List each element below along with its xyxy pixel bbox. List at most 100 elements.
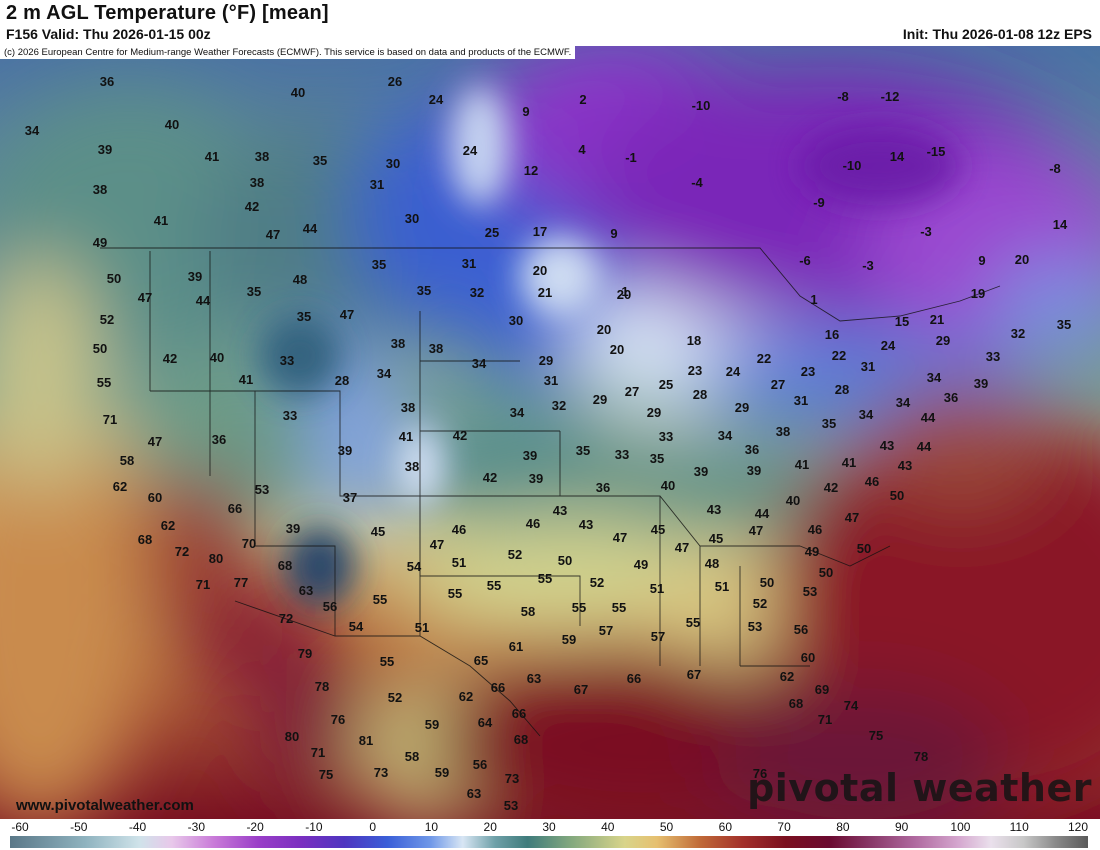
temperature-label: 68 (138, 532, 152, 547)
temperature-label: 73 (505, 771, 519, 786)
temperature-label: 52 (100, 312, 114, 327)
temperature-label: 57 (651, 629, 665, 644)
political-boundaries (100, 247, 1001, 737)
temperature-label: 37 (343, 490, 357, 505)
init-time: Init: Thu 2026-01-08 12z EPS (902, 26, 1092, 42)
colorbar-tick-label: 10 (424, 820, 439, 834)
temperature-label: 44 (917, 439, 932, 454)
temperature-label: 50 (760, 575, 774, 590)
temperature-label: -10 (843, 158, 862, 173)
temperature-label: 55 (97, 375, 111, 390)
temperature-label: 49 (805, 544, 819, 559)
temperature-label: 20 (533, 263, 547, 278)
us-canada-border (100, 247, 1001, 322)
temperature-label: 65 (474, 653, 488, 668)
temperature-label: 43 (553, 503, 567, 518)
temperature-label: 51 (415, 620, 429, 635)
temperature-label: 14 (1053, 217, 1068, 232)
temperature-label: 46 (865, 474, 879, 489)
temperature-label: 47 (266, 227, 280, 242)
temperature-label: 66 (491, 680, 505, 695)
temperature-label: 49 (634, 557, 648, 572)
temperature-label: 47 (749, 523, 763, 538)
temperature-label: 36 (745, 442, 759, 457)
temperature-label: 66 (512, 706, 526, 721)
temperature-label: 73 (374, 765, 388, 780)
temperature-label: 34 (859, 407, 874, 422)
temperature-label: 23 (801, 364, 815, 379)
temperature-label: -4 (691, 175, 703, 190)
temperature-label: 43 (898, 458, 912, 473)
temperature-label: 52 (508, 547, 522, 562)
temperature-label: 53 (803, 584, 817, 599)
temperature-label: 18 (687, 333, 701, 348)
temperature-label: 29 (647, 405, 661, 420)
valid-time: F156 Valid: Thu 2026-01-15 00z (6, 26, 211, 42)
temperature-shading (0, 46, 1100, 819)
colorbar-tick-label: -40 (128, 820, 147, 834)
temperature-label: 56 (794, 622, 808, 637)
temperature-label: 50 (890, 488, 904, 503)
temperature-label: 45 (371, 524, 385, 539)
temperature-label: 46 (452, 522, 466, 537)
site-url[interactable]: www.pivotalweather.com (16, 797, 194, 814)
temperature-label: 40 (165, 117, 179, 132)
temperature-label: 42 (163, 351, 177, 366)
temperature-label: 50 (857, 541, 871, 556)
temperature-label: 55 (612, 600, 626, 615)
temperature-label: 36 (100, 74, 114, 89)
temperature-label: 41 (239, 372, 253, 387)
temperature-label: 34 (472, 356, 487, 371)
temperature-label: 68 (789, 696, 803, 711)
temperature-label: -3 (920, 224, 932, 239)
temperature-label: 33 (615, 447, 629, 462)
temperature-label: 34 (927, 370, 942, 385)
temperature-label: 9 (522, 104, 529, 119)
temperature-label: 26 (388, 74, 402, 89)
temperature-label: 43 (579, 517, 593, 532)
colorbar-tick-label: 80 (836, 820, 850, 834)
temperature-label: 24 (429, 92, 444, 107)
temperature-label: 27 (625, 384, 639, 399)
temperature-label: 35 (247, 284, 261, 299)
temperature-label: 29 (735, 400, 749, 415)
temperature-label: 39 (974, 376, 988, 391)
temperature-label: 54 (349, 619, 364, 634)
temperature-label: 53 (255, 482, 269, 497)
temperature-label: 75 (319, 767, 333, 782)
temperature-label: 23 (688, 363, 702, 378)
temperature-label: 24 (726, 364, 741, 379)
temperature-label: 80 (285, 729, 299, 744)
temperature-label: 15 (895, 314, 909, 329)
temperature-label: 42 (453, 428, 467, 443)
colorbar-ticks: -60 -50 -40 -30 -20 -10 0 10 20 30 40 50 60 70 80 90 100… (0, 819, 1100, 835)
temperature-label: 39 (747, 463, 761, 478)
temperature-label: 30 (386, 156, 400, 171)
temperature-label: 71 (818, 712, 832, 727)
temperature-label: 77 (234, 575, 248, 590)
temperature-label: 57 (599, 623, 613, 638)
temperature-label: 28 (335, 373, 349, 388)
temperature-label: 66 (228, 501, 242, 516)
temperature-label: 35 (1057, 317, 1071, 332)
temperature-label: 39 (523, 448, 537, 463)
temperature-label: 4 (578, 142, 586, 157)
colorbar-tick-label: 100 (950, 820, 971, 834)
temperature-label: 39 (188, 269, 202, 284)
temperature-label: 60 (801, 650, 815, 665)
temperature-label: 20 (1015, 252, 1029, 267)
state-lines-central (419, 311, 581, 626)
temperature-label: 39 (529, 471, 543, 486)
colorbar-tick-label: -10 (305, 820, 323, 834)
temperature-label: 30 (509, 313, 523, 328)
temperature-label: 71 (103, 412, 117, 427)
temperature-label: 32 (1011, 326, 1025, 341)
colorbar-gradient (10, 836, 1088, 848)
temperature-label: 34 (510, 405, 525, 420)
temperature-label: 47 (148, 434, 162, 449)
temperature-label: 66 (627, 671, 641, 686)
temperature-label: 43 (707, 502, 721, 517)
map-title: 2 m AGL Temperature (°F) [mean] (6, 2, 329, 24)
temperature-label: 68 (514, 732, 528, 747)
